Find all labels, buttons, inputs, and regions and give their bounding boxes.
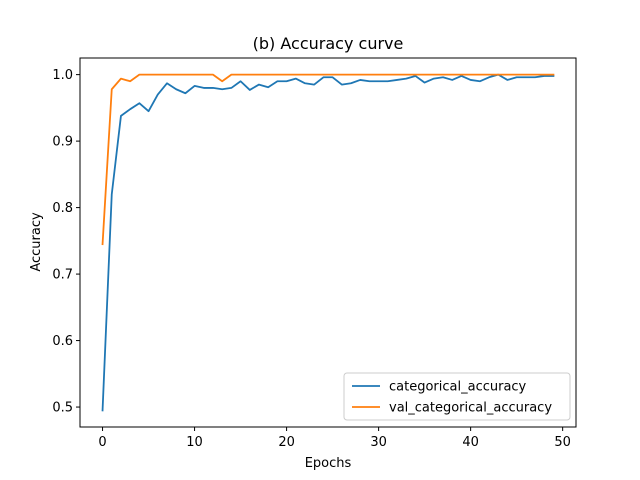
y-axis-label: Accuracy — [29, 212, 44, 272]
legend-label-categorical-accuracy: categorical_accuracy — [389, 380, 527, 395]
series-line-val-categorical-accuracy — [101, 73, 555, 246]
x-tick-label: 40 — [462, 435, 479, 450]
y-tick-label: 0.6 — [52, 334, 73, 349]
series-line-categorical-accuracy — [101, 73, 555, 412]
x-tick-label: 30 — [370, 435, 387, 450]
y-tick-label: 0.5 — [52, 401, 73, 416]
legend: categorical_accuracy val_categorical_accu… — [343, 372, 571, 421]
x-axis-label: Epochs — [305, 456, 352, 471]
legend-label-val-categorical-accuracy: val_categorical_accuracy — [389, 401, 552, 416]
x-tick-label: 10 — [186, 435, 203, 450]
plot-frame — [79, 57, 577, 428]
y-tick-label: 0.8 — [52, 201, 73, 216]
chart-title: (b) Accuracy curve — [253, 34, 404, 53]
plot-lines — [101, 73, 555, 412]
y-tick-label: 0.9 — [52, 135, 73, 150]
x-tick-label: 0 — [98, 435, 106, 450]
y-tick-label: 1.0 — [52, 68, 73, 83]
x-tick-label: 20 — [278, 435, 295, 450]
y-tick-label: 0.7 — [52, 268, 73, 283]
y-axis: 0.5 0.6 0.7 0.8 0.9 1.0 — [52, 68, 80, 416]
legend-box — [343, 372, 571, 421]
x-tick-label: 50 — [554, 435, 571, 450]
x-axis: 0 10 20 30 40 50 — [98, 427, 571, 450]
